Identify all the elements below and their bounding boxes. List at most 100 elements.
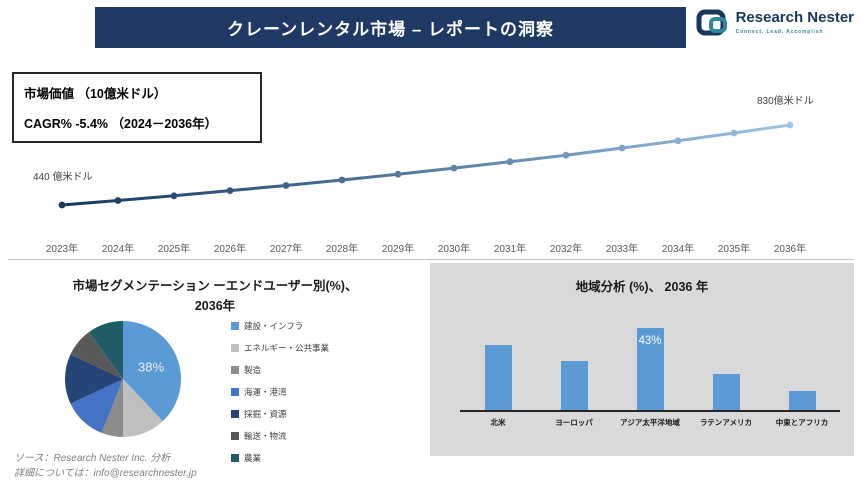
line-marker <box>786 121 794 129</box>
legend-label: 輸送・物流 <box>244 431 287 441</box>
market-value-label: 市場価値 （10億米ドル） <box>24 87 167 101</box>
x-axis-label: 2026年 <box>213 244 247 255</box>
legend-label: 建設・インフラ <box>244 321 304 331</box>
page-title: クレーンレンタル市場 – レポートの洞察 <box>226 20 555 39</box>
line-marker <box>562 151 570 159</box>
pie-slice <box>123 379 163 437</box>
region-bar-chart: 43% 北米 ヨーロッパ アジア太平洋地域 ラテンアメリカ 中東とアフリカ <box>460 326 840 428</box>
brand-tagline: Connect. Lead. Accomplish <box>735 28 824 35</box>
x-axis-label: 2023年 <box>45 244 79 255</box>
pie-legend-item: 輸送・物流 <box>231 430 329 442</box>
bar-category-label: ヨーロッパ <box>555 418 593 427</box>
brand-logo: Research Nester Connect. Lead. Accomplis… <box>696 9 854 36</box>
pie-chart-title-line1: 市場セグメンテーション ーエンドユーザー別(%)、 <box>72 279 358 293</box>
line-marker <box>338 176 346 184</box>
bar-column <box>688 373 764 410</box>
legend-swatch <box>231 366 239 374</box>
page-title-banner: クレーンレンタル市場 – レポートの洞察 <box>95 7 686 48</box>
line-chart-x-axis: 2023年 2024年 2025年 2026年 2027年 2028年 2029年 2030年… <box>0 240 862 255</box>
legend-swatch <box>231 432 239 440</box>
line-marker <box>730 129 738 137</box>
pie-legend-item: 採掘・資源 <box>231 408 329 420</box>
pie-chart-title: 市場セグメンテーション ーエンドユーザー別(%)、 2036年 <box>45 276 385 316</box>
bar-category-label: ラテンアメリカ <box>699 418 753 427</box>
line-marker <box>506 158 514 166</box>
legend-label: エネルギー・公共事業 <box>244 343 330 353</box>
x-axis-label: 2032年 <box>549 244 583 255</box>
market-value-line-chart <box>58 121 794 209</box>
legend-swatch <box>231 410 239 418</box>
line-marker <box>58 201 66 209</box>
section-divider <box>8 259 854 260</box>
bar-category-label: 中東とアフリカ <box>775 418 829 427</box>
bar <box>788 391 816 410</box>
pie-legend-item: 海運・港湾 <box>231 386 329 398</box>
contact-line: 詳細については：info@researchnester.jp <box>14 467 197 479</box>
region-analysis-panel: 地域分析 (%)、 2036 年 43% 北米 ヨーロッパ アジア太平洋地域 ラテンア… <box>430 263 854 456</box>
x-axis-label: 2031年 <box>493 244 527 255</box>
bar <box>712 373 740 410</box>
x-axis-label: 2029年 <box>381 244 415 255</box>
x-axis-label: 2027年 <box>269 244 303 255</box>
x-axis-label: 2028年 <box>325 244 359 255</box>
bar <box>484 345 512 410</box>
brand-text-block: Research Nester Connect. Lead. Accomplis… <box>736 10 854 35</box>
legend-swatch <box>231 344 239 352</box>
x-axis-label: 2036年 <box>773 244 807 255</box>
pie-slice <box>88 321 123 379</box>
bar-chart-plot-area: 43% <box>460 326 840 412</box>
segmentation-pie-chart: 38% <box>64 321 181 437</box>
legend-label: 採掘・資源 <box>244 409 287 419</box>
legend-swatch <box>231 322 239 330</box>
line-marker <box>114 197 122 204</box>
bar-category-label: 北米 <box>490 418 506 427</box>
pie-legend-item: エネルギー・公共事業 <box>231 342 329 354</box>
x-axis-label: 2033年 <box>605 244 639 255</box>
x-axis-label: 2025年 <box>157 244 191 255</box>
pie-slice <box>64 354 123 404</box>
x-axis-label: 2034年 <box>661 244 695 255</box>
line-marker <box>674 137 682 145</box>
bar-column <box>460 345 536 410</box>
line-marker <box>282 182 290 189</box>
pie-chart-title-line2: 2036年 <box>194 299 236 313</box>
pie-legend: 建設・インフラエネルギー・公共事業 製造海運・港湾採掘・資源輸送・物流農業 <box>231 320 329 474</box>
bar-column <box>536 360 612 410</box>
pie-legend-item: 製造 <box>231 364 329 376</box>
pie-slice <box>123 321 181 422</box>
bar <box>560 360 588 410</box>
brand-name: Research Nester <box>735 9 854 27</box>
legend-label: 製造 <box>244 365 262 375</box>
line-marker <box>618 144 626 152</box>
bar-column <box>764 391 840 410</box>
legend-label: 海運・港湾 <box>244 387 287 397</box>
line-series <box>61 123 791 207</box>
line-marker <box>170 192 178 200</box>
line-marker <box>394 170 402 178</box>
legend-label: 農業 <box>244 453 262 463</box>
bar-data-label: 43% <box>638 335 662 348</box>
bar: 43% <box>636 328 664 410</box>
cagr-label: CAGR% -5.4% （2024－2036年） <box>24 117 218 131</box>
research-nester-logo-icon <box>696 9 727 36</box>
pie-legend-item: 農業 <box>231 452 329 464</box>
line-marker <box>450 164 458 172</box>
market-value-box: 市場価値 （10億米ドル） CAGR% -5.4% （2024－2036年） <box>12 72 262 143</box>
legend-swatch <box>231 454 239 462</box>
line-marker <box>226 187 234 194</box>
bar-chart-title: 地域分析 (%)、 2036 年 <box>575 280 709 294</box>
source-note: ソース：Research Nester Inc. 分析 詳細については：info… <box>14 452 197 481</box>
legend-swatch <box>231 388 239 396</box>
source-line: ソース：Research Nester Inc. 分析 <box>14 453 171 464</box>
pie-slice <box>70 379 123 433</box>
line-end-value-label: 830億米ドル <box>757 96 814 107</box>
bar-chart-category-axis: 北米 ヨーロッパ アジア太平洋地域 ラテンアメリカ 中東とアフリカ <box>460 417 840 428</box>
bar-column: 43% <box>612 328 688 410</box>
pie-slice <box>70 332 123 379</box>
x-axis-label: 2024年 <box>101 244 135 255</box>
bar-category-label: アジア太平洋地域 <box>620 418 680 427</box>
pie-data-label: 38% <box>138 359 164 374</box>
pie-legend-item: 建設・インフラ <box>231 320 329 332</box>
x-axis-label: 2030年 <box>437 244 471 255</box>
